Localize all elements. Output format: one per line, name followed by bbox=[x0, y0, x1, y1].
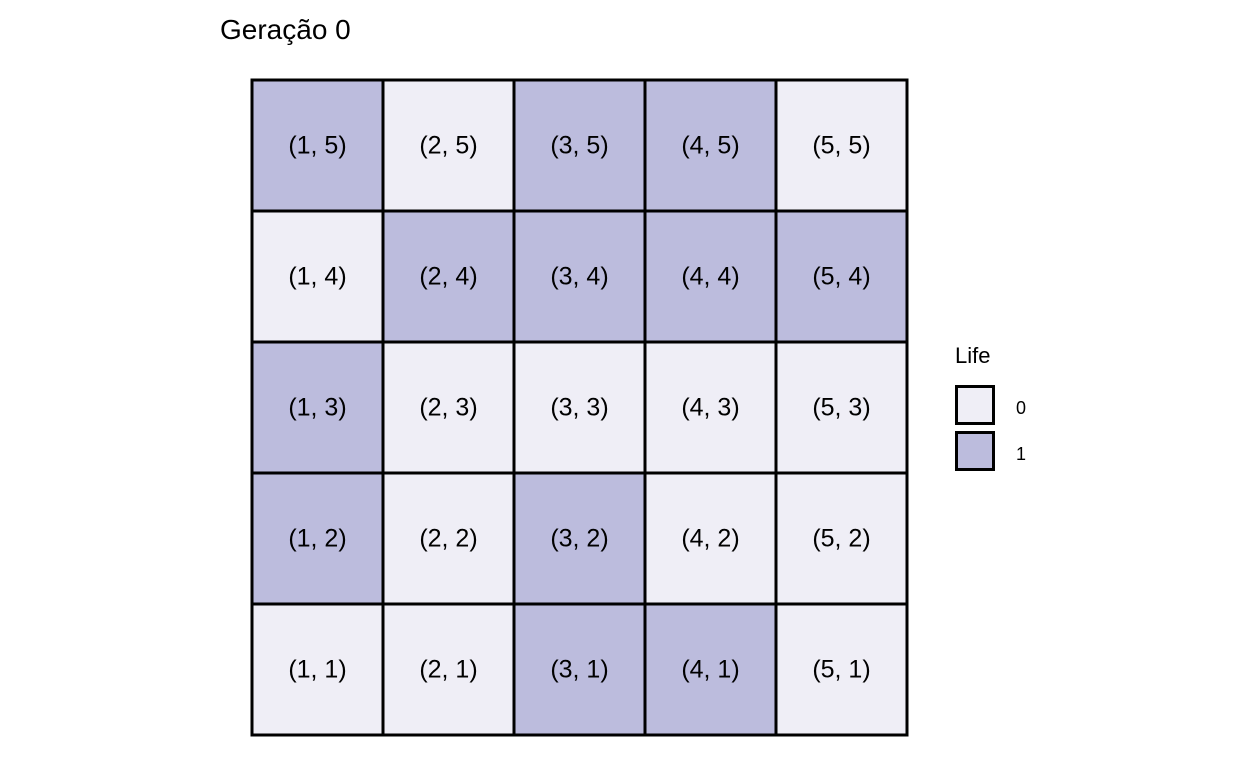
heatmap-cell-label: (1, 1) bbox=[288, 656, 346, 684]
legend-label-1: 1 bbox=[1016, 444, 1027, 464]
heatmap-cell-label: (1, 4) bbox=[288, 263, 346, 291]
legend-title: Life bbox=[955, 343, 991, 368]
legend: Life 0 1 bbox=[955, 342, 1055, 482]
heatmap-cell bbox=[643, 340, 778, 475]
heatmap-cell-label: (4, 3) bbox=[681, 394, 739, 422]
heatmap-cell-label: (5, 4) bbox=[812, 263, 870, 291]
heatmap-cell-label: (4, 2) bbox=[681, 525, 739, 553]
heatmap-cell-label: (4, 4) bbox=[681, 263, 739, 291]
heatmap-cell bbox=[381, 471, 516, 606]
heatmap-cell-label: (2, 3) bbox=[419, 394, 477, 422]
heatmap-cell bbox=[512, 209, 647, 344]
heatmap-cell-label: (2, 1) bbox=[419, 656, 477, 684]
heatmap-cell-label: (2, 2) bbox=[419, 525, 477, 553]
heatmap-cell-label: (3, 3) bbox=[550, 394, 608, 422]
heatmap-cell-labels: (1, 5) (2, 5) (3, 5) (4, 5) (5, 5) (1, 4) (2, … bbox=[288, 132, 870, 684]
legend-key-0 bbox=[955, 385, 995, 425]
heatmap-cell-label: (2, 5) bbox=[419, 132, 477, 160]
heatmap-cell bbox=[381, 602, 516, 737]
chart-title: Geração 0 bbox=[220, 14, 351, 45]
heatmap-cell-label: (3, 4) bbox=[550, 263, 608, 291]
heatmap-cell bbox=[250, 471, 385, 606]
heatmap-cell-label: (1, 3) bbox=[288, 394, 346, 422]
heatmap-cell-label: (5, 1) bbox=[812, 656, 870, 684]
heatmap-cell-label: (3, 2) bbox=[550, 525, 608, 553]
heatmap-cell-label: (5, 5) bbox=[812, 132, 870, 160]
heatmap-cell-label: (5, 2) bbox=[812, 525, 870, 553]
heatmap-cell-label: (1, 5) bbox=[288, 132, 346, 160]
legend-label-0: 0 bbox=[1016, 398, 1027, 418]
heatmap-cell-label: (5, 3) bbox=[812, 394, 870, 422]
heatmap-cell bbox=[643, 471, 778, 606]
heatmap-cell bbox=[774, 340, 909, 475]
heatmap-cell bbox=[774, 602, 909, 737]
heatmap-cell bbox=[774, 471, 909, 606]
heatmap-cell-label: (3, 1) bbox=[550, 656, 608, 684]
heatmap-cell-label: (4, 5) bbox=[681, 132, 739, 160]
heatmap-cell-label: (2, 4) bbox=[419, 263, 477, 291]
heatmap-cell bbox=[381, 78, 516, 213]
heatmap-cell bbox=[381, 340, 516, 475]
legend-key-1 bbox=[955, 431, 995, 471]
heatmap-cell bbox=[250, 602, 385, 737]
heatmap-cell-label: (3, 5) bbox=[550, 132, 608, 160]
heatmap-cells bbox=[250, 78, 909, 737]
heatmap-cell bbox=[512, 602, 647, 737]
heatmap-cell bbox=[512, 471, 647, 606]
heatmap-cell bbox=[643, 602, 778, 737]
heatmap-cell bbox=[512, 78, 647, 213]
heatmap-cell-label: (1, 2) bbox=[288, 525, 346, 553]
heatmap-cell bbox=[774, 209, 909, 344]
heatmap-cell bbox=[250, 78, 385, 213]
heatmap-cell bbox=[512, 340, 647, 475]
heatmap-cell-label: (4, 1) bbox=[681, 656, 739, 684]
heatmap-cell bbox=[643, 209, 778, 344]
